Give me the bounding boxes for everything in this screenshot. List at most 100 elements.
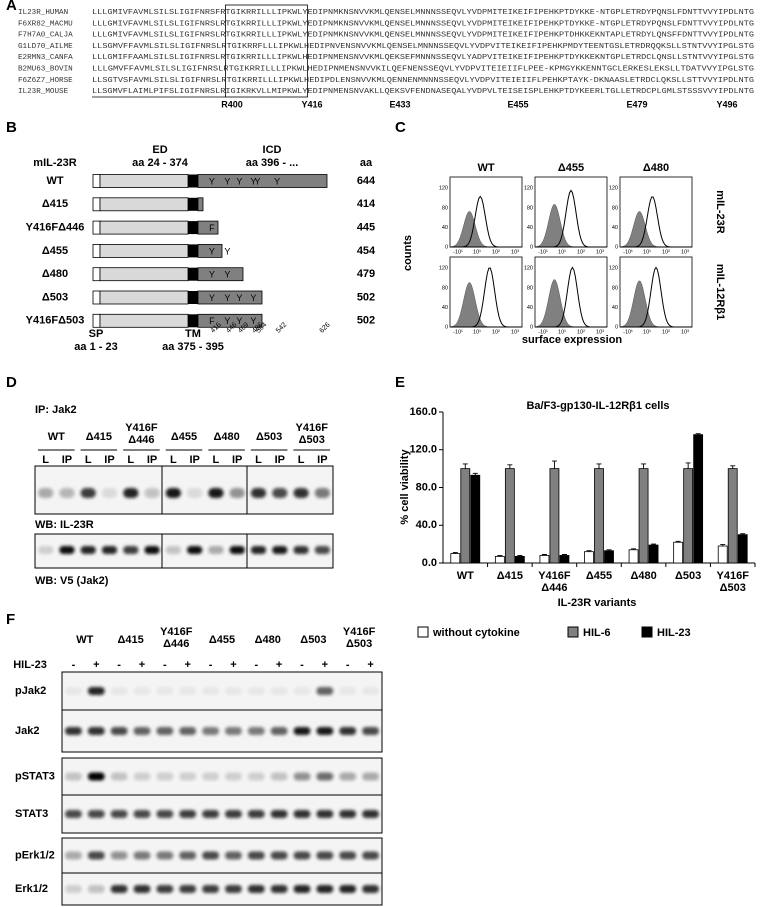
- blot: [61, 757, 383, 796]
- error-bar: [472, 472, 478, 476]
- band: [202, 810, 219, 818]
- x-tick-label: 10¹: [473, 249, 481, 255]
- x-tick-label: -10¹: [623, 329, 633, 335]
- residue: Y: [224, 293, 230, 303]
- band: [293, 488, 309, 498]
- variant-name: Δ503: [42, 291, 68, 303]
- lane-label: L: [85, 454, 92, 466]
- residue: Y: [209, 293, 215, 303]
- y-tick-label: 80: [612, 285, 618, 291]
- band: [123, 488, 139, 498]
- aa-length: 502: [357, 291, 375, 303]
- band: [293, 772, 311, 781]
- isotype: [449, 282, 522, 328]
- band: [202, 687, 219, 695]
- band: [293, 885, 311, 893]
- variant-name: Δ415: [42, 198, 68, 210]
- y-tick-label: 0: [615, 244, 618, 250]
- error-bar: [720, 544, 726, 547]
- band: [144, 488, 160, 498]
- residue: Y: [224, 270, 230, 280]
- band: [144, 546, 160, 554]
- treatment-label: HIL-23: [13, 659, 47, 671]
- lane-label: L: [170, 454, 177, 466]
- blot-label: Jak2: [15, 725, 39, 737]
- treatment-sign: -: [346, 659, 350, 671]
- bar: [648, 544, 659, 564]
- treatment-sign: -: [254, 659, 258, 671]
- lane-label: L: [298, 454, 305, 466]
- sequence-name: IL23R_HUMAN: [18, 9, 68, 17]
- y-tick-label: 120: [439, 186, 448, 192]
- band: [250, 488, 267, 498]
- treatment-sign: -: [163, 659, 167, 671]
- x-tick-label: 10¹: [643, 329, 651, 335]
- band: [133, 810, 151, 818]
- residue: Y: [236, 316, 242, 326]
- band: [179, 727, 197, 735]
- bar: [727, 468, 738, 564]
- band: [225, 851, 242, 860]
- band: [362, 810, 379, 818]
- y-tick-label: 80: [527, 285, 533, 291]
- tm: [188, 244, 198, 258]
- sequence: LLLGMIVFAVMLSILSLIGIFNRSLRTGIKRRILLLIPKW…: [92, 20, 754, 28]
- band: [156, 727, 174, 735]
- band: [247, 810, 265, 818]
- bar: [628, 549, 639, 564]
- band: [316, 687, 334, 695]
- band: [87, 810, 105, 818]
- band: [133, 687, 151, 695]
- error-bar: [517, 555, 523, 557]
- lane-label: IP: [232, 454, 242, 466]
- treatment-sign: -: [300, 659, 304, 671]
- y-tick-label: 0: [530, 324, 533, 330]
- band: [110, 772, 128, 781]
- x-tick-label: Δ503: [675, 570, 701, 582]
- group-label: Y416F Δ503: [296, 422, 329, 446]
- band: [110, 727, 128, 735]
- error-bar: [651, 543, 657, 546]
- x-tick-label: -10¹: [538, 329, 548, 335]
- icd: [197, 290, 263, 305]
- sequence: LLLGMIVFAVMLSILSLIGIFNRSFRTGIKRRILLLIPKW…: [92, 9, 754, 17]
- wb-label: WB: V5 (Jak2): [35, 575, 109, 587]
- stained: [620, 266, 692, 328]
- residue: Y: [209, 246, 215, 256]
- error-bar: [631, 548, 637, 550]
- blot: [61, 872, 383, 906]
- sp: [92, 290, 101, 305]
- band: [250, 546, 267, 554]
- x-tick-label: 10¹: [558, 329, 566, 335]
- isotype: [534, 279, 607, 328]
- band: [59, 488, 75, 498]
- treatment-sign: +: [276, 659, 282, 671]
- group-label: Δ503: [256, 431, 282, 443]
- group-label: Δ480: [255, 634, 281, 646]
- panel-label: E: [395, 374, 405, 391]
- aa-length: 454: [357, 245, 376, 257]
- blot: [34, 533, 334, 569]
- band: [179, 772, 197, 781]
- residue: Y: [209, 176, 215, 186]
- band: [225, 810, 242, 818]
- ed: [99, 267, 189, 282]
- sequence: LLLGMIVFAVMLSILSLIGIFNRSLRTGIKRRILLLIPKW…: [92, 32, 754, 40]
- x-tick-label: 10²: [492, 329, 500, 335]
- y-tick-label: 0: [530, 244, 533, 250]
- treatment-sign: +: [230, 659, 236, 671]
- residue: Y: [250, 293, 256, 303]
- column-label: Δ455: [558, 162, 584, 174]
- residue-marker: E433: [389, 99, 410, 109]
- tm: [188, 221, 198, 235]
- icd: [197, 313, 263, 328]
- treatment-sign: -: [117, 659, 121, 671]
- residue-marker: Y416: [301, 99, 322, 109]
- y-tick-label: 0.0: [422, 557, 437, 569]
- residue-marker: R400: [221, 99, 243, 109]
- bar: [638, 468, 649, 564]
- band: [156, 772, 174, 781]
- sequence: LLSGMVFFAVMLSILSLIGIFNRSLRTGIKRRFLLLIPKW…: [92, 43, 755, 51]
- legend-label: HIL-23: [657, 627, 691, 639]
